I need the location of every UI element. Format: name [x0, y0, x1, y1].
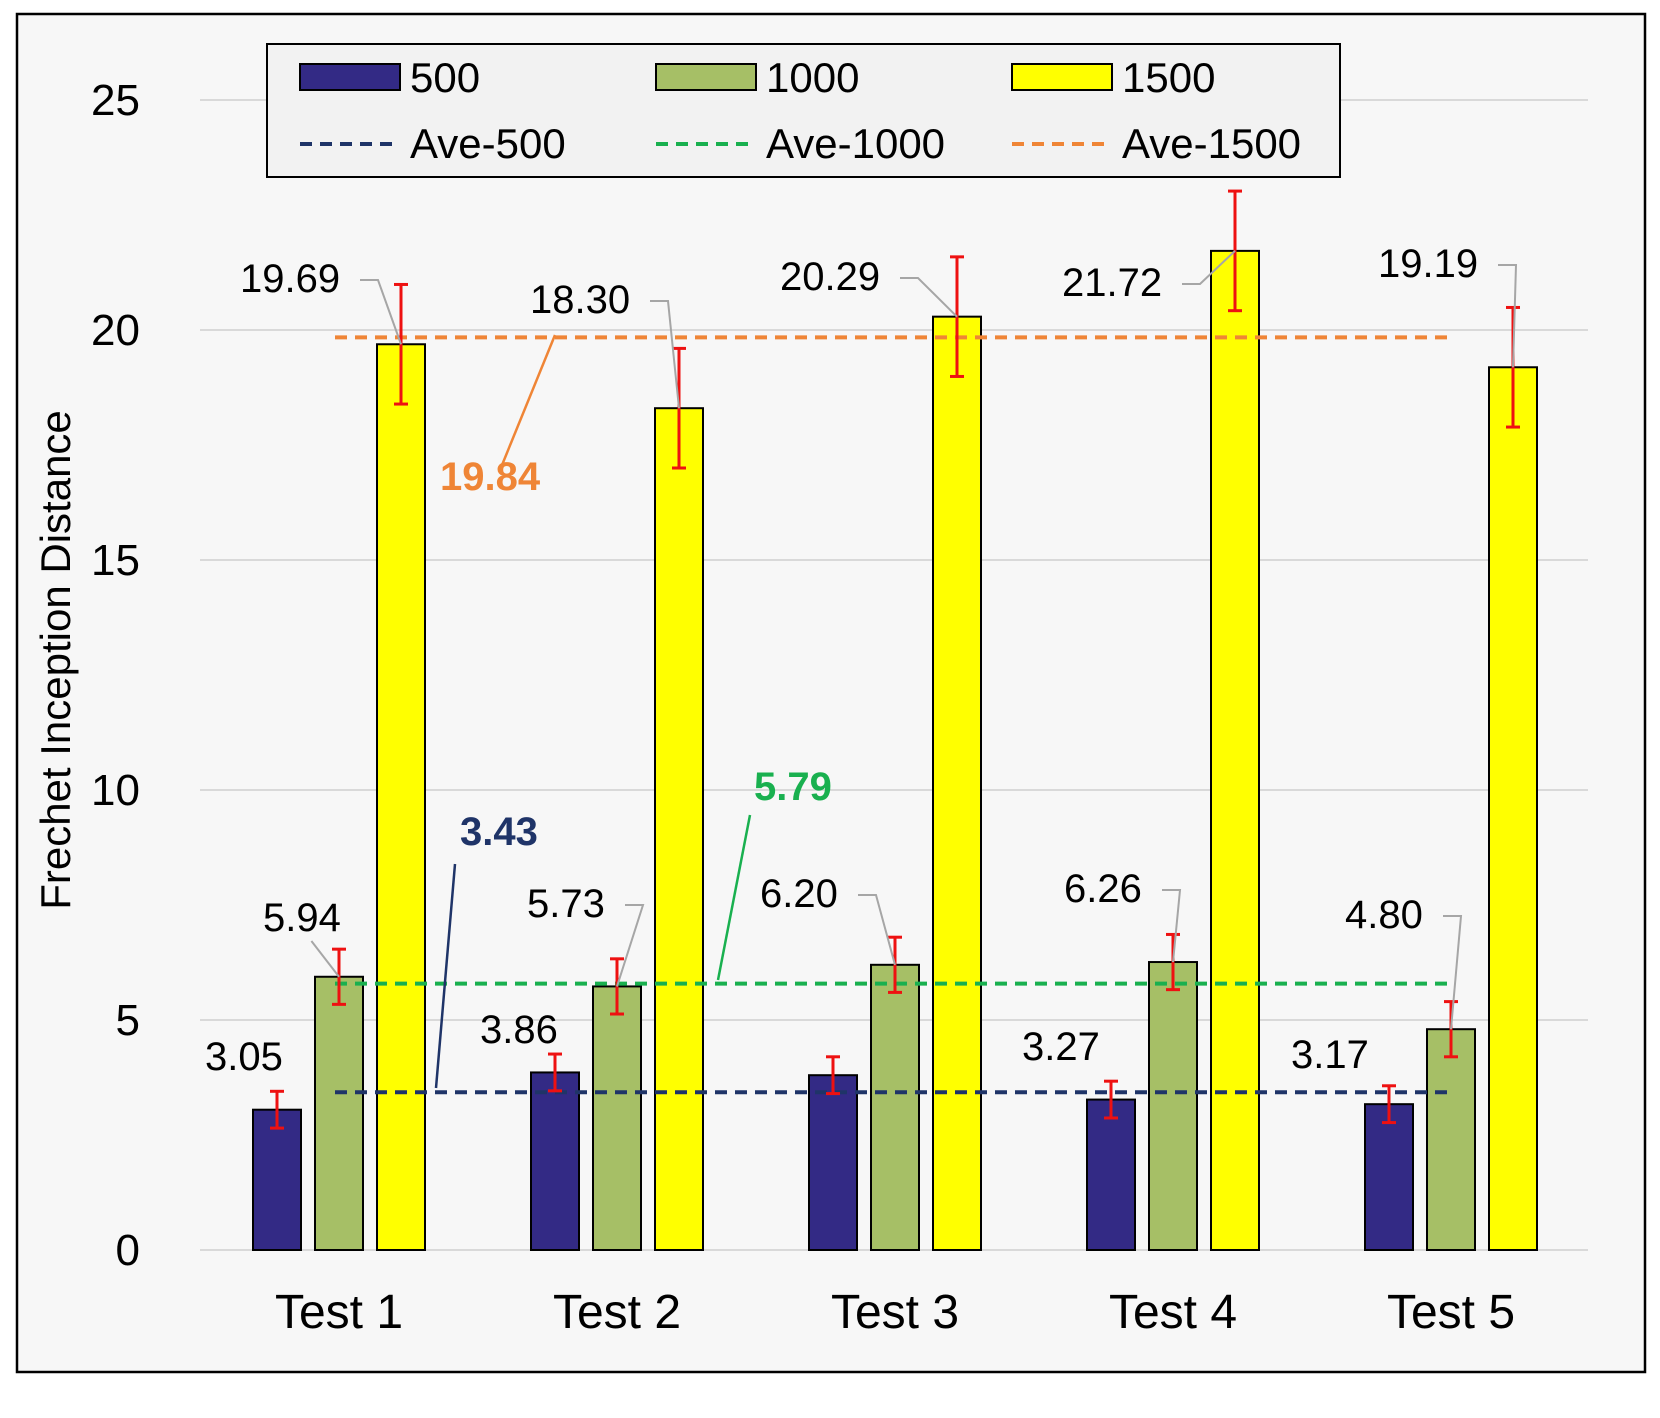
leader-line	[1498, 264, 1518, 368]
leader-line	[858, 894, 896, 966]
y-tick-label: 15	[91, 536, 140, 585]
x-tick-label: Test 4	[1109, 1286, 1237, 1339]
average-callout-line	[716, 814, 752, 981]
x-tick-label: Test 2	[553, 1286, 681, 1339]
data-label: 5.94	[263, 896, 341, 940]
bar-1000	[1148, 961, 1198, 1251]
data-label: 4.80	[1345, 893, 1423, 937]
data-label: 6.20	[760, 872, 838, 916]
average-callout-line	[498, 334, 557, 471]
data-label: 3.05	[205, 1035, 283, 1079]
legend-label: Ave-500	[410, 120, 566, 167]
x-tick-label: Test 3	[831, 1286, 959, 1339]
y-axis-ticks: 0 5 10 15 20 25	[91, 76, 140, 1275]
data-label: 18.30	[530, 278, 630, 322]
bar-500	[808, 1074, 858, 1251]
leader-line	[310, 940, 340, 978]
bars	[252, 249, 1538, 1252]
bar-1000	[870, 963, 920, 1251]
data-label: 3.27	[1022, 1025, 1100, 1069]
data-label: 3.86	[480, 1008, 558, 1052]
bar-1500	[1488, 366, 1538, 1251]
legend-label: 1000	[766, 54, 859, 101]
legend-label: Ave-1000	[766, 120, 945, 167]
legend: 500 1000 1500 Ave-500 Ave-1000 Ave-1500	[266, 43, 1341, 178]
bar-1500	[376, 343, 426, 1251]
data-label: 20.29	[780, 255, 880, 299]
x-tick-label: Test 5	[1387, 1286, 1515, 1339]
leader-line	[1182, 250, 1236, 285]
legend-label: Ave-1500	[1122, 120, 1301, 167]
y-tick-label: 10	[91, 766, 140, 815]
leader-line	[900, 277, 958, 318]
bar-1500	[1210, 249, 1260, 1251]
bar-1000	[314, 975, 364, 1251]
data-label: 19.69	[240, 257, 340, 301]
average-value-label: 3.43	[460, 810, 538, 854]
bar-500	[252, 1108, 302, 1251]
leader-line	[616, 904, 645, 987]
bar-500	[1364, 1103, 1414, 1252]
average-value-label: 5.79	[754, 765, 832, 809]
legend-swatch-500	[299, 63, 401, 91]
legend-label: 1500	[1122, 54, 1215, 101]
legend-swatch-1500	[1011, 63, 1113, 91]
leader-line	[1162, 889, 1182, 963]
leader-line	[1443, 915, 1463, 1030]
legend-box	[266, 43, 1341, 178]
y-tick-label: 5	[116, 996, 140, 1045]
average-lines	[335, 335, 1452, 1095]
bar-1500	[932, 315, 982, 1252]
y-axis-label: Frechet Inception Distance	[32, 410, 79, 910]
bar-500	[1086, 1098, 1136, 1251]
bar-500	[530, 1071, 580, 1251]
y-tick-label: 0	[116, 1226, 140, 1275]
data-label: 21.72	[1062, 261, 1162, 305]
data-label: 3.17	[1291, 1033, 1369, 1077]
data-labels: 3.05 3.86 3.27 3.17 5.94 5.73 6.20 6.26 4.80 19.6…	[205, 242, 1518, 1089]
leader-line	[360, 279, 402, 345]
y-tick-label: 25	[91, 76, 140, 125]
leader-line	[650, 300, 680, 409]
data-label: 6.26	[1064, 867, 1142, 911]
average-callout-line	[434, 863, 457, 1089]
bar-1000	[1426, 1028, 1476, 1251]
x-axis-ticks: Test 1 Test 2 Test 3 Test 4 Test 5	[275, 1286, 1515, 1339]
y-tick-label: 20	[91, 306, 140, 355]
data-label: 5.73	[527, 882, 605, 926]
x-tick-label: Test 1	[275, 1286, 403, 1339]
legend-label: 500	[410, 54, 480, 101]
bar-1500	[654, 407, 704, 1251]
data-label: 19.19	[1378, 242, 1478, 286]
bar-1000	[592, 985, 642, 1251]
average-value-label: 19.84	[440, 455, 541, 499]
legend-swatch-1000	[655, 63, 757, 91]
